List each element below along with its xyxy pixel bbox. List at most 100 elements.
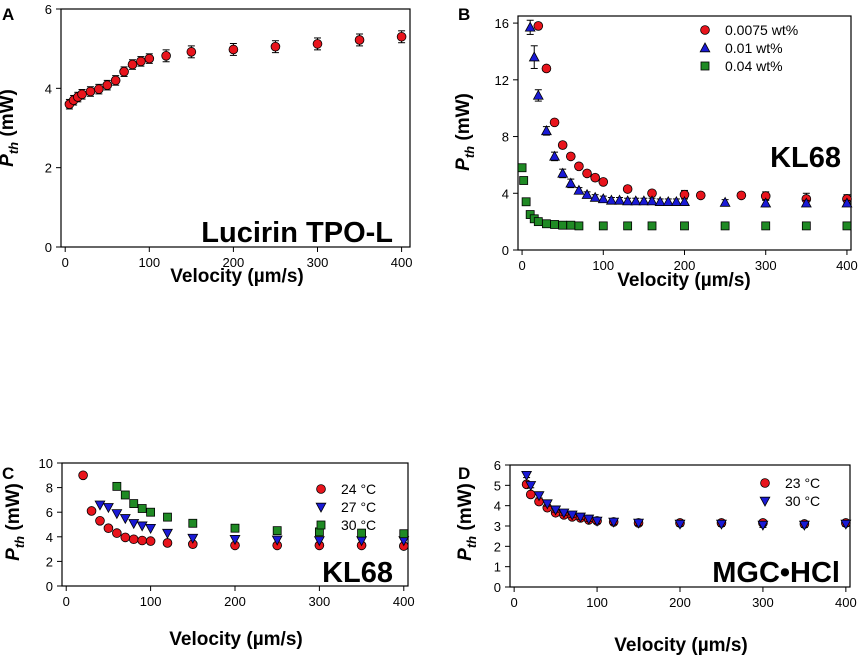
data-point xyxy=(622,195,634,206)
x-axis-title: Velocity (µm/s) xyxy=(614,635,747,656)
data-point xyxy=(575,512,586,523)
data-point xyxy=(524,21,536,32)
data-point xyxy=(715,519,727,530)
x-tick-label: 200 xyxy=(674,258,696,273)
data-point xyxy=(111,509,123,520)
data-point xyxy=(719,196,731,207)
legend-label: 27 °C xyxy=(341,499,376,515)
x-axis-title: Velocity (µm/s) xyxy=(169,629,302,650)
y-tick-label: 4 xyxy=(494,499,501,514)
data-point xyxy=(313,536,325,547)
legend: 0.0075 wt% 0.01 wt% 0.04 wt% xyxy=(699,22,798,74)
data-point xyxy=(574,221,584,231)
data-point xyxy=(354,35,365,45)
data-point xyxy=(550,220,559,229)
x-tick-label: 300 xyxy=(309,594,331,609)
data-point xyxy=(186,47,197,57)
data-point xyxy=(533,21,544,31)
data-point xyxy=(573,184,585,195)
data-point xyxy=(638,195,650,206)
legend-marker xyxy=(699,42,711,53)
data-point xyxy=(357,528,366,538)
data-point xyxy=(761,221,771,231)
data-point xyxy=(119,66,129,77)
data-point xyxy=(623,221,633,231)
data-point xyxy=(127,59,138,70)
data-point xyxy=(589,191,601,202)
data-point xyxy=(119,514,131,525)
plot-frame xyxy=(517,15,852,251)
y-axis-title: Pth (mW) xyxy=(0,89,21,167)
y-tick-label: 5 xyxy=(494,478,501,493)
data-point xyxy=(188,518,198,528)
data-point xyxy=(565,151,576,162)
y-tick-label: 0 xyxy=(502,243,509,258)
data-point xyxy=(136,521,148,532)
data-point xyxy=(145,523,157,535)
data-point xyxy=(533,491,545,502)
data-point xyxy=(187,533,199,544)
y-axis-title: Pth (mW) xyxy=(453,93,477,171)
legend-label: 0.0075 wt% xyxy=(725,22,798,38)
panel-b: B 0 4 8 12 16 0 100 200 300 400 Velocity (µm/s) Pth … xyxy=(453,5,858,291)
data-point xyxy=(110,75,121,86)
compound-annotation: KL68 xyxy=(770,142,841,174)
data-point xyxy=(86,506,97,516)
data-point xyxy=(614,194,625,205)
data-point xyxy=(582,168,592,179)
data-point xyxy=(128,519,140,530)
data-point xyxy=(85,86,96,97)
data-point xyxy=(102,80,113,90)
y-tick-label: 3 xyxy=(494,519,501,534)
data-point xyxy=(146,507,156,517)
y-axis-title-main: P xyxy=(3,548,24,561)
data-point xyxy=(528,51,540,62)
data-point xyxy=(77,89,87,100)
y-axis-title-sub: th xyxy=(6,142,21,154)
y-tick-label: 0 xyxy=(46,579,53,594)
data-point xyxy=(540,125,552,136)
y-axis-title-main: P xyxy=(0,154,18,167)
data-point xyxy=(270,41,281,52)
legend-marker xyxy=(760,478,770,488)
x-tick-label: 100 xyxy=(586,595,608,610)
data-point xyxy=(662,195,674,206)
compound-annotation: KL68 xyxy=(322,557,393,589)
data-point xyxy=(137,504,147,513)
x-tick-label: 300 xyxy=(307,255,329,270)
data-point xyxy=(162,538,173,548)
data-point xyxy=(120,532,131,543)
data-point xyxy=(557,167,569,178)
legend: 24 °C 27 °C 30 °C xyxy=(315,481,376,533)
data-point xyxy=(736,190,747,201)
x-tick-label: 300 xyxy=(755,258,777,273)
y-tick-label: 6 xyxy=(46,505,53,520)
x-tick-label: 400 xyxy=(393,594,415,609)
y-axis-title: Pth (mW) xyxy=(455,483,479,561)
y-tick-label: 2 xyxy=(45,161,52,176)
data-point xyxy=(517,163,527,173)
data-point xyxy=(541,499,553,510)
x-axis-title: Velocity (µm/s) xyxy=(170,266,303,287)
data-point xyxy=(112,481,122,491)
data-point xyxy=(679,195,690,206)
x-tick-label: 200 xyxy=(669,595,691,610)
x-tick-label: 100 xyxy=(592,258,614,273)
x-tick-label: 400 xyxy=(836,258,858,273)
y-axis-title-unit: (mW) xyxy=(0,89,18,142)
data-point xyxy=(674,519,686,530)
data-point xyxy=(228,44,239,55)
data-point xyxy=(112,528,122,538)
legend-marker xyxy=(700,25,710,35)
data-point xyxy=(163,512,172,522)
compound-annotation: Lucirin TPO-L xyxy=(201,217,393,249)
data-point xyxy=(557,140,568,150)
y-tick-label: 8 xyxy=(46,481,53,496)
data-point xyxy=(646,195,658,206)
legend-marker xyxy=(315,502,327,513)
x-tick-label: 0 xyxy=(511,595,518,610)
data-point xyxy=(841,197,853,208)
data-point xyxy=(399,529,409,539)
data-point xyxy=(272,526,282,536)
